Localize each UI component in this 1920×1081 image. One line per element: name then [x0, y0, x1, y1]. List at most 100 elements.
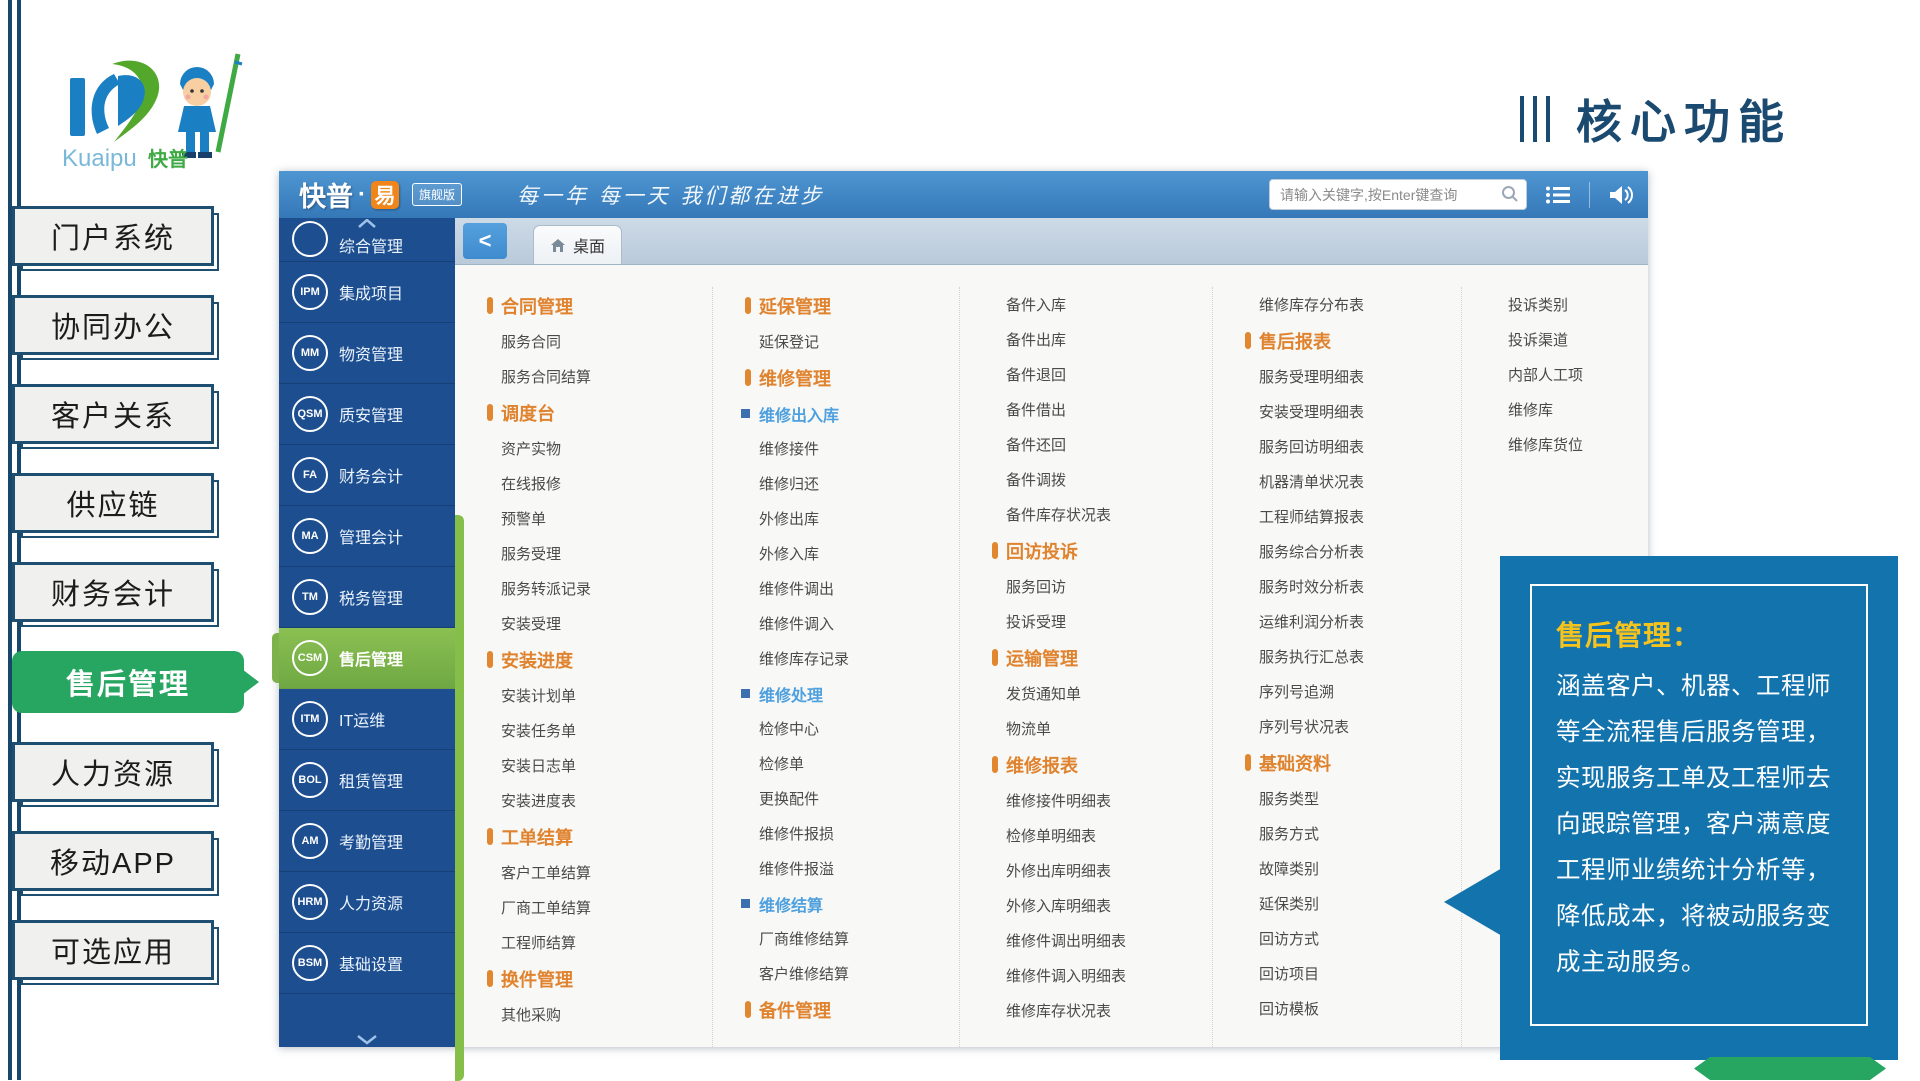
menu-item[interactable]: 安装计划单: [501, 688, 577, 705]
menu-item[interactable]: 备件出库: [1006, 332, 1067, 349]
menu-item[interactable]: 维修库存记录: [759, 651, 850, 668]
menu-item[interactable]: 机器清单状况表: [1259, 474, 1365, 491]
menu-item[interactable]: 维修库存状况表: [1006, 1003, 1112, 1020]
menu-item[interactable]: 回访项目: [1259, 966, 1320, 983]
menu-item[interactable]: 备件退回: [1006, 367, 1067, 384]
sidebar-item-active[interactable]: CSM 售后管理: [272, 628, 455, 689]
menu-item[interactable]: 安装受理明细表: [1259, 404, 1365, 421]
menu-item[interactable]: 服务受理: [501, 546, 562, 563]
menu-item[interactable]: 客户维修结算: [759, 966, 850, 983]
menu-item[interactable]: 服务方式: [1259, 826, 1320, 843]
menu-item[interactable]: 预警单: [501, 511, 547, 528]
menu-item[interactable]: 在线报修: [501, 476, 562, 493]
menu-item[interactable]: 服务回访: [1006, 579, 1067, 596]
menu-item[interactable]: 服务综合分析表: [1259, 544, 1365, 561]
menu-item[interactable]: 维修接件: [759, 441, 820, 458]
menu-item[interactable]: 外修出库明细表: [1006, 863, 1112, 880]
sidebar-item[interactable]: MM 物资管理: [279, 323, 455, 384]
sidebar-item[interactable]: ITM IT运维: [279, 689, 455, 750]
menu-item[interactable]: 备件还回: [1006, 437, 1067, 454]
menu-item[interactable]: 维修件调出: [759, 581, 835, 598]
menu-item[interactable]: 维修件调入明细表: [1006, 968, 1127, 985]
menu-item[interactable]: 资产实物: [501, 441, 562, 458]
left-nav-item[interactable]: 协同办公: [12, 295, 219, 360]
menu-item[interactable]: 厂商维修结算: [759, 931, 850, 948]
menu-item[interactable]: 安装任务单: [501, 723, 577, 740]
menu-item[interactable]: 厂商工单结算: [501, 900, 592, 917]
menu-item[interactable]: 回访模板: [1259, 1001, 1320, 1018]
sidebar-item[interactable]: BOL 租赁管理: [279, 750, 455, 811]
menu-item[interactable]: 检修中心: [759, 721, 820, 738]
sidebar-item[interactable]: MA 管理会计: [279, 506, 455, 567]
sidebar-item[interactable]: AM 考勤管理: [279, 811, 455, 872]
menu-item[interactable]: 投诉受理: [1006, 614, 1067, 631]
menu-item[interactable]: 内部人工项: [1508, 367, 1584, 384]
menu-item[interactable]: 更换配件: [759, 791, 820, 808]
sidebar-item[interactable]: BSM 基础设置: [279, 933, 455, 994]
menu-item[interactable]: 外修入库: [759, 546, 820, 563]
left-nav-item[interactable]: 人力资源: [12, 742, 219, 807]
search-input[interactable]: [1269, 179, 1527, 210]
menu-item[interactable]: 服务转派记录: [501, 581, 592, 598]
menu-item[interactable]: 服务时效分析表: [1259, 579, 1365, 596]
menu-item[interactable]: 延保类别: [1259, 896, 1320, 913]
menu-item[interactable]: 安装进度表: [501, 793, 577, 810]
menu-item[interactable]: 其他采购: [501, 1007, 562, 1024]
menu-item[interactable]: 服务回访明细表: [1259, 439, 1365, 456]
sidebar-item[interactable]: QSM 质安管理: [279, 384, 455, 445]
menu-item[interactable]: 工程师结算: [501, 935, 577, 952]
menu-item[interactable]: 服务类型: [1259, 791, 1320, 808]
sidebar-item[interactable]: HRM 人力资源: [279, 872, 455, 933]
menu-item[interactable]: 回访方式: [1259, 931, 1320, 948]
left-nav-item-active[interactable]: 售后管理: [12, 651, 244, 713]
menu-item[interactable]: 维修库: [1508, 402, 1554, 419]
menu-item[interactable]: 运维利润分析表: [1259, 614, 1365, 631]
menu-item[interactable]: 延保登记: [759, 334, 820, 351]
left-nav-item[interactable]: 客户关系: [12, 384, 219, 449]
menu-item[interactable]: 备件入库: [1006, 297, 1067, 314]
menu-item[interactable]: 物流单: [1006, 721, 1052, 738]
menu-item[interactable]: 维修件调出明细表: [1006, 933, 1127, 950]
menu-item[interactable]: 外修出库: [759, 511, 820, 528]
list-menu-icon[interactable]: [1545, 185, 1571, 205]
menu-item[interactable]: 维修件报溢: [759, 861, 835, 878]
menu-item[interactable]: 备件借出: [1006, 402, 1067, 419]
menu-item[interactable]: 工程师结算报表: [1259, 509, 1365, 526]
scroll-up-icon[interactable]: [357, 219, 377, 228]
menu-item[interactable]: 序列号追溯: [1259, 684, 1335, 701]
menu-item[interactable]: 维修接件明细表: [1006, 793, 1112, 810]
sidebar-item[interactable]: 综合管理: [279, 218, 455, 262]
menu-item[interactable]: 维修库货位: [1508, 437, 1584, 454]
menu-item[interactable]: 序列号状况表: [1259, 719, 1350, 736]
menu-item[interactable]: 服务合同结算: [501, 369, 592, 386]
menu-item[interactable]: 外修入库明细表: [1006, 898, 1112, 915]
menu-item[interactable]: 安装受理: [501, 616, 562, 633]
menu-item[interactable]: 服务受理明细表: [1259, 369, 1365, 386]
menu-item[interactable]: 维修件报损: [759, 826, 835, 843]
left-nav-item[interactable]: 门户系统: [12, 206, 219, 271]
menu-item[interactable]: 维修件调入: [759, 616, 835, 633]
left-nav-item[interactable]: 供应链: [12, 473, 219, 538]
tab-desktop[interactable]: 桌面: [533, 225, 623, 264]
menu-item[interactable]: 服务执行汇总表: [1259, 649, 1365, 666]
menu-item[interactable]: 安装日志单: [501, 758, 577, 775]
menu-item[interactable]: 发货通知单: [1006, 686, 1082, 703]
menu-item[interactable]: 备件库存状况表: [1006, 507, 1112, 524]
menu-item[interactable]: 投诉渠道: [1508, 332, 1569, 349]
menu-item[interactable]: 投诉类别: [1508, 297, 1569, 314]
menu-item[interactable]: 备件调拨: [1006, 472, 1067, 489]
menu-item[interactable]: 检修单: [759, 756, 805, 773]
menu-item[interactable]: 维修库存分布表: [1259, 297, 1365, 314]
sidebar-item[interactable]: IPM 集成项目: [279, 262, 455, 323]
speaker-icon[interactable]: [1608, 184, 1634, 206]
left-nav-item[interactable]: 可选应用: [12, 920, 219, 985]
sidebar-item[interactable]: TM 税务管理: [279, 567, 455, 628]
left-nav-item[interactable]: 移动APP: [12, 831, 219, 896]
menu-item[interactable]: 维修归还: [759, 476, 820, 493]
search-icon[interactable]: [1501, 185, 1519, 203]
back-button[interactable]: <: [463, 223, 507, 259]
menu-item[interactable]: 故障类别: [1259, 861, 1320, 878]
scroll-down-icon[interactable]: [356, 1035, 378, 1045]
sidebar-item[interactable]: FA 财务会计: [279, 445, 455, 506]
left-nav-item[interactable]: 财务会计: [12, 562, 219, 627]
